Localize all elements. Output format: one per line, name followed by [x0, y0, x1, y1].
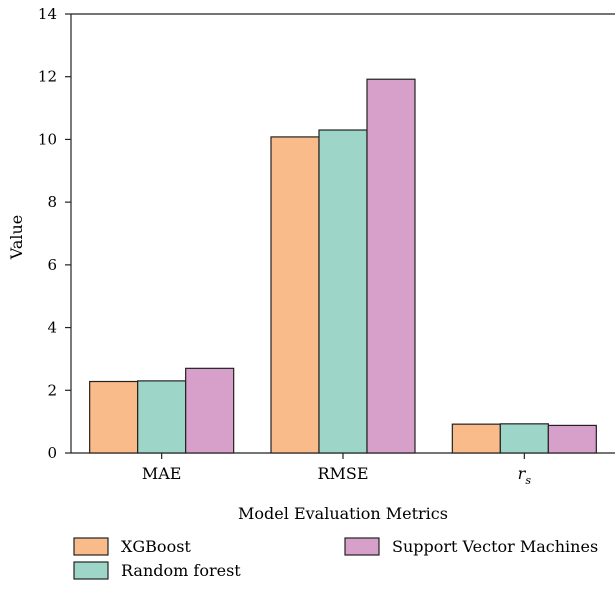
y-tick-label: 8 [47, 193, 57, 211]
bar [318, 129, 368, 454]
y-axis-label: Value [7, 215, 26, 261]
bars [89, 78, 597, 454]
y-tick-label: 0 [47, 444, 57, 462]
legend-label: Random forest [121, 561, 241, 580]
y-tick-label: 14 [38, 5, 57, 23]
axis-labels: Value Model Evaluation Metrics [7, 215, 448, 523]
axes: 0 2 4 6 8 10 12 14 MAE RMSE rs [38, 5, 615, 487]
bar [547, 424, 597, 454]
bar [185, 367, 235, 454]
y-tick-label: 12 [38, 68, 57, 86]
legend: XGBoost Random forest Support Vector Machi… [73, 537, 598, 580]
legend-swatch [73, 561, 109, 580]
bar [451, 423, 501, 454]
legend-swatch [73, 537, 109, 556]
y-tick-label: 10 [38, 130, 57, 148]
bar [366, 78, 416, 454]
x-tick-label: rs [518, 464, 532, 487]
legend-label: XGBoost [121, 537, 191, 556]
x-tick-label: RMSE [317, 464, 368, 483]
y-tick-label: 4 [47, 319, 57, 337]
legend-swatch [344, 537, 380, 556]
bar [89, 380, 139, 454]
bar [137, 380, 187, 454]
x-tick-label: MAE [142, 464, 182, 483]
y-tick-label: 6 [47, 256, 57, 274]
y-tick-label: 2 [47, 381, 57, 399]
legend-label: Support Vector Machines [392, 537, 598, 556]
bar [270, 136, 320, 454]
x-axis-label: Model Evaluation Metrics [238, 504, 448, 523]
bar [499, 423, 549, 454]
